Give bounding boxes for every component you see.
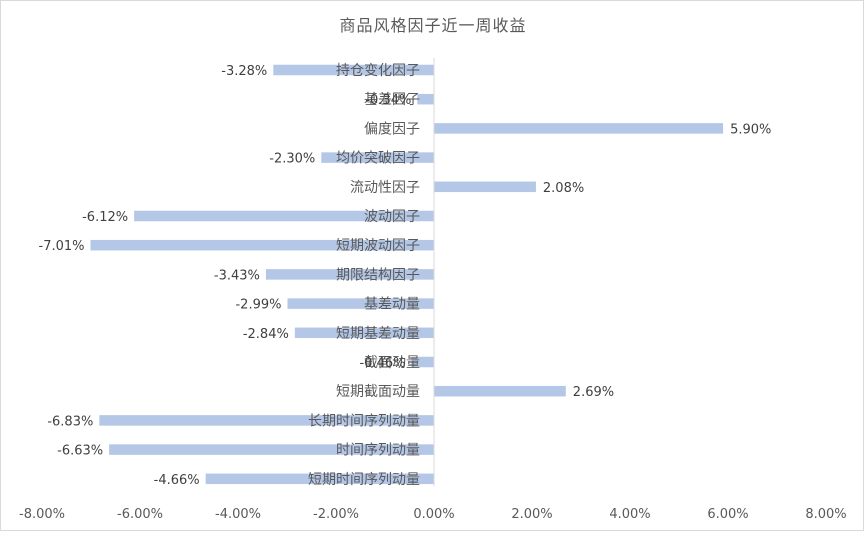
bar-10	[294, 327, 434, 339]
data-label: 5.90%	[730, 122, 771, 137]
x-tick-label: 2.00%	[511, 507, 552, 522]
data-label: -0.34%	[365, 93, 411, 108]
bar-6	[134, 210, 434, 222]
category-label: 期限结构因子	[336, 267, 420, 283]
x-tick-label: 6.00%	[707, 507, 748, 522]
data-label: -3.28%	[221, 64, 267, 79]
bar-7	[90, 239, 434, 251]
data-label: -3.43%	[214, 268, 260, 283]
data-label: -6.83%	[47, 414, 93, 429]
x-tick-label: 0.00%	[413, 507, 454, 522]
bar-11	[411, 356, 434, 368]
category-label: 偏度因子	[364, 121, 420, 137]
category-label: 基差因子	[364, 91, 420, 108]
bar-2	[417, 93, 434, 105]
data-label: -2.30%	[269, 152, 315, 167]
data-label: -0.46%	[359, 356, 405, 371]
bar-13	[99, 415, 434, 426]
x-tick-label: -8.00%	[19, 507, 65, 522]
category-label: 时间序列动量	[336, 443, 420, 459]
category-label: 波动因子	[364, 209, 420, 225]
category-label: 流动性因子	[350, 180, 420, 196]
category-label: 短期波动因子	[336, 238, 420, 254]
x-tick-label: -6.00%	[117, 507, 163, 522]
bar-14	[109, 444, 434, 455]
chart-title: 商品风格因子近一周收益	[339, 16, 527, 35]
bar-8	[265, 269, 434, 280]
category-label: 均价突破因子	[336, 151, 420, 167]
category-label: 短期基差动量	[336, 325, 420, 342]
category-label: 截面动量	[364, 355, 420, 371]
bar-4	[321, 152, 434, 163]
data-label: -6.63%	[57, 444, 103, 459]
category-label: 短期时间序列动量	[308, 472, 420, 488]
bar-15	[205, 473, 434, 485]
data-label: -4.66%	[154, 473, 200, 488]
bar-3	[434, 123, 724, 134]
bar-1	[273, 64, 434, 76]
data-label: -7.01%	[39, 239, 85, 254]
category-label: 长期时间序列动量	[308, 413, 420, 429]
category-label: 持仓变化因子	[336, 63, 420, 79]
bar-12	[434, 385, 566, 397]
data-label: 2.69%	[573, 385, 614, 400]
x-tick-label: -2.00%	[313, 507, 359, 522]
category-label: 基差动量	[364, 296, 420, 313]
bar-5	[434, 181, 536, 193]
x-tick-label: 4.00%	[609, 507, 650, 522]
x-tick-label: -4.00%	[215, 507, 261, 522]
data-label: -2.99%	[235, 298, 281, 313]
category-label: 短期截面动量	[336, 384, 420, 400]
data-label: 2.08%	[543, 181, 584, 196]
bar-9	[287, 298, 434, 309]
data-label: -6.12%	[82, 210, 128, 225]
data-label: -2.84%	[243, 327, 289, 342]
x-tick-label: 8.00%	[805, 507, 846, 522]
